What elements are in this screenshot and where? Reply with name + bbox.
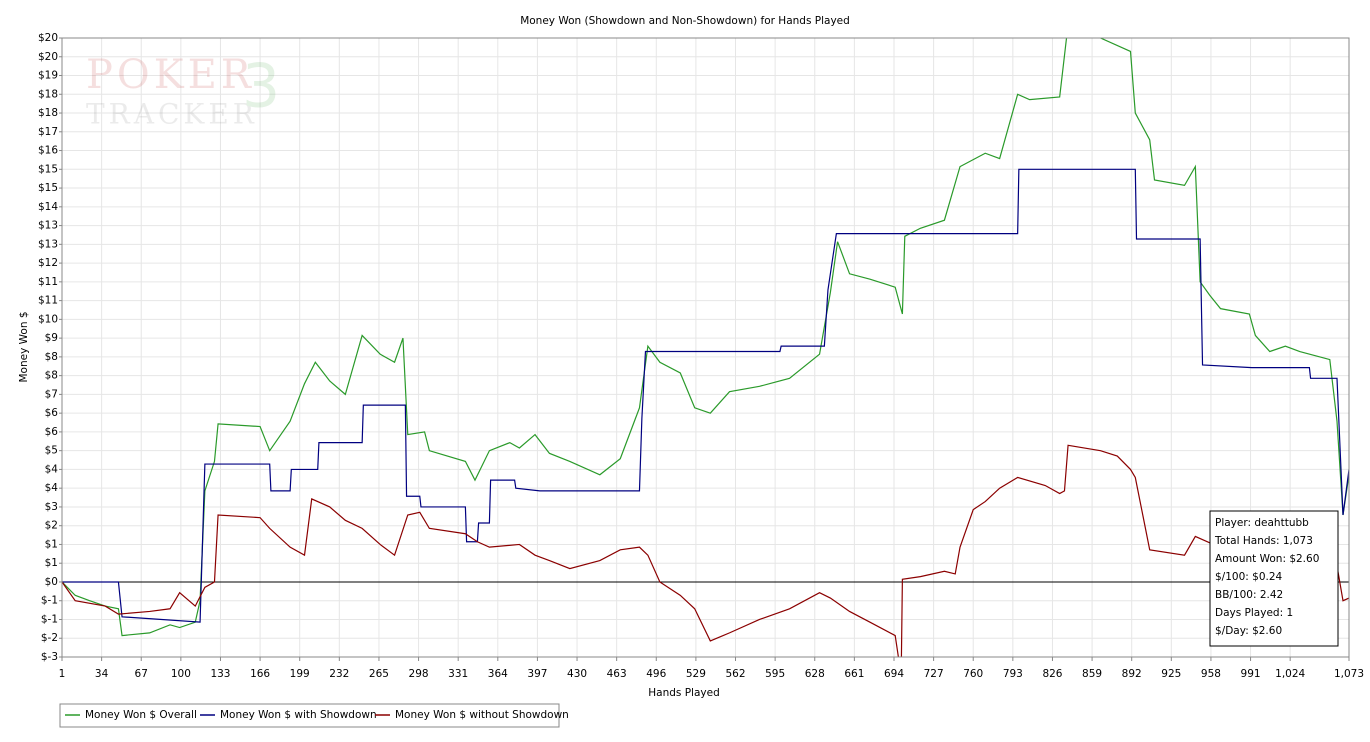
y-tick-label: $9 [45, 332, 58, 344]
y-tick-label: $15 [38, 163, 58, 175]
x-tick-label: 628 [805, 668, 825, 680]
tooltip-line: Amount Won: $2.60 [1215, 553, 1319, 565]
tooltip-line: $/Day: $2.60 [1215, 625, 1282, 637]
y-tick-label: $-1 [41, 595, 58, 607]
x-tick-label: 1 [59, 668, 66, 680]
x-tick-label: 694 [884, 668, 904, 680]
y-tick-label: $2 [45, 520, 58, 532]
y-tick-label: $4 [45, 463, 59, 475]
y-tick-label: $8 [45, 351, 58, 363]
series-group [62, 38, 1349, 657]
y-tick-label: $14 [38, 201, 58, 213]
y-tick-label: $16 [38, 145, 58, 157]
x-tick-label: 496 [646, 668, 666, 680]
y-tick-label: $13 [38, 238, 58, 250]
x-tick-label: 364 [488, 668, 508, 680]
y-tick-label: $1 [45, 557, 58, 569]
y-tick-label: $20 [38, 51, 58, 63]
tooltip-line: Total Hands: 1,073 [1214, 535, 1313, 547]
series-line [62, 444, 1349, 657]
x-tick-label: 100 [171, 668, 191, 680]
watermark: POKER TRACKER 3 [86, 52, 280, 131]
legend-label: Money Won $ Overall [85, 709, 197, 721]
y-tick-label: $20 [38, 32, 58, 44]
y-tick-label: $5 [45, 445, 58, 457]
x-tick-label: 34 [95, 668, 109, 680]
x-tick-label: 562 [725, 668, 745, 680]
x-tick-label: 958 [1201, 668, 1221, 680]
tooltip-box [1209, 510, 1339, 647]
tooltip-line: $/100: $0.24 [1215, 571, 1283, 583]
x-tick-label: 265 [369, 668, 389, 680]
y-tick-label: $6 [45, 426, 59, 438]
x-tick-label: 595 [765, 668, 785, 680]
plot-area [62, 38, 1349, 657]
x-tick-label: 859 [1082, 668, 1102, 680]
chart-title: Money Won (Showdown and Non-Showdown) fo… [520, 15, 850, 27]
x-tick-label: 760 [963, 668, 983, 680]
tooltip: Player: deahttubb Total Hands: 1,073 Amoun… [1214, 517, 1319, 637]
x-tick-label: 826 [1042, 668, 1062, 680]
y-tick-label: $19 [38, 70, 58, 82]
x-tick-label: 166 [250, 668, 270, 680]
y-tick-label: $10 [38, 313, 58, 325]
legend-label: Money Won $ with Showdown [220, 709, 377, 721]
x-tick-label: 661 [844, 668, 864, 680]
x-tick-label: 133 [210, 668, 230, 680]
x-tick-label: 199 [290, 668, 310, 680]
x-tick-label: 529 [686, 668, 706, 680]
y-tick-label: $18 [38, 88, 58, 100]
x-tick-label: 925 [1161, 668, 1181, 680]
tooltip-line: Days Played: 1 [1215, 607, 1293, 619]
y-tick-label: $0 [45, 576, 58, 588]
tooltip-line: BB/100: 2.42 [1215, 589, 1283, 601]
x-tick-label: 397 [527, 668, 547, 680]
x-tick-label: 1,024 [1275, 668, 1305, 680]
y-tick-label: $6 [45, 407, 59, 419]
legend-label: Money Won $ without Showdown [395, 709, 569, 721]
legend: Money Won $ Overall Money Won $ with Show… [65, 709, 569, 721]
y-tick-label: $-2 [41, 632, 58, 644]
y-tick-label: $11 [38, 276, 58, 288]
y-tick-label: $7 [45, 388, 58, 400]
x-tick-label: 793 [1003, 668, 1023, 680]
y-tick-label: $8 [45, 370, 58, 382]
series-line [62, 168, 1349, 623]
x-tick-label: 727 [924, 668, 944, 680]
x-tick-label: 331 [448, 668, 468, 680]
x-tick-label: 463 [607, 668, 627, 680]
series-line [62, 38, 1349, 637]
watermark-text: 3 [242, 52, 280, 122]
y-tick-label: $1 [45, 538, 58, 550]
legend-box [59, 703, 560, 728]
x-tick-label: 67 [135, 668, 148, 680]
y-tick-label: $13 [38, 220, 58, 232]
y-tick-label: $4 [45, 482, 59, 494]
x-tick-label: 232 [329, 668, 349, 680]
plot-border [61, 37, 1350, 658]
y-tick-label: $17 [38, 126, 58, 138]
x-tick-label: 1,073 [1334, 668, 1364, 680]
y-tick-label: $18 [38, 107, 58, 119]
x-tick-label: 430 [567, 668, 587, 680]
watermark-text: POKER [86, 52, 255, 98]
tooltip-line: Player: deahttubb [1215, 517, 1309, 529]
y-tick-label: $11 [38, 295, 58, 307]
x-axis-label: Hands Played [648, 687, 719, 699]
y-tick-label: $15 [38, 182, 58, 194]
x-tick-label: 892 [1122, 668, 1142, 680]
watermark-text: TRACKER [86, 98, 258, 131]
y-tick-label: $-3 [41, 651, 58, 663]
y-axis-label: Money Won $ [18, 311, 30, 382]
y-tick-label: $12 [38, 257, 58, 269]
x-tick-label: 298 [409, 668, 429, 680]
y-tick-label: $-1 [41, 613, 58, 625]
ticks: $-3 $-2 $-1 $-1 $0 $1 $1 $2 $3 $4 $4 $5 $6 $6 $7 $8 $8 $9… [38, 32, 1364, 680]
y-tick-label: $3 [45, 501, 58, 513]
x-tick-label: 991 [1241, 668, 1261, 680]
